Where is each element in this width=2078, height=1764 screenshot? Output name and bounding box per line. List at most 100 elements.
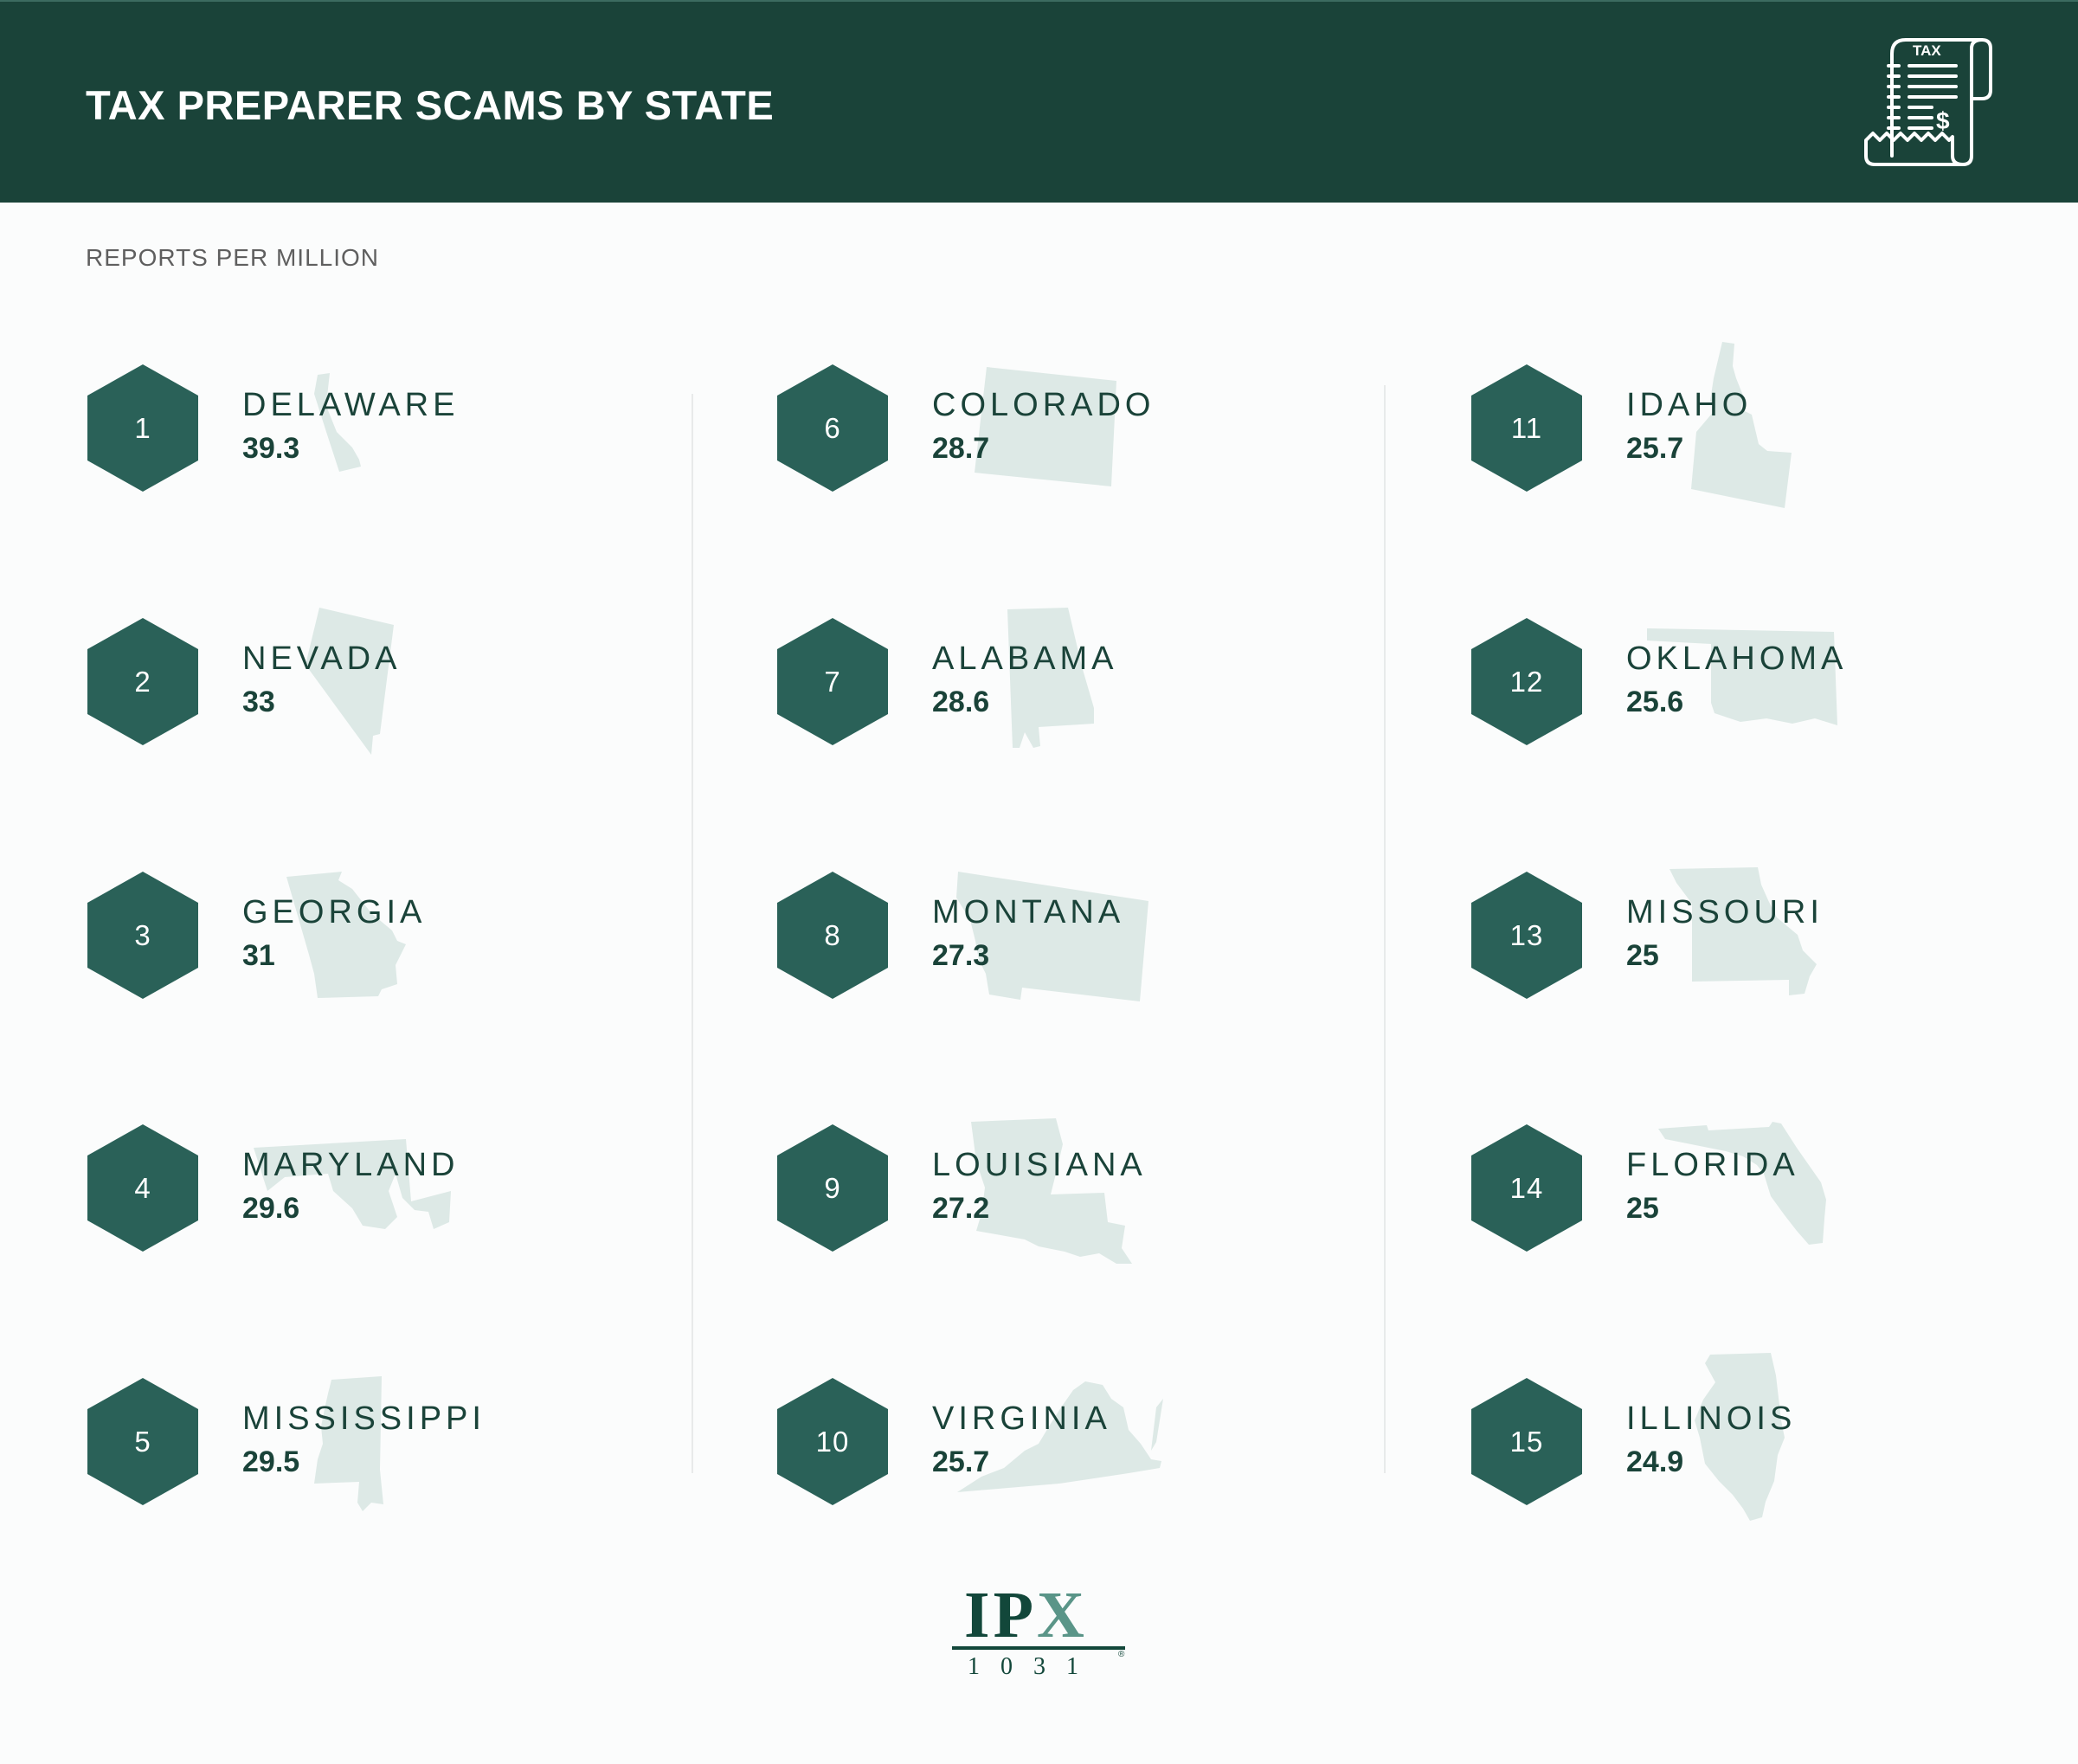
- state-value: 25: [1626, 1192, 1659, 1225]
- state-name: MISSOURI: [1626, 894, 1824, 930]
- state-name: GEORGIA: [242, 894, 427, 930]
- rank-badge: 6: [777, 364, 888, 492]
- rank-number: 8: [824, 918, 841, 951]
- state-item-georgia: 3 GEORGIA 31: [87, 872, 641, 1010]
- state-name: IDAHO: [1626, 387, 1753, 423]
- delaware-map-icon: [314, 373, 361, 472]
- rank-number: 13: [1509, 918, 1544, 951]
- state-name: VIRGINIA: [932, 1400, 1111, 1437]
- state-item-colorado: 6 COLORADO 28.7: [777, 364, 1331, 503]
- nevada-map-icon: [306, 608, 394, 755]
- idaho-map-icon: [1691, 342, 1792, 508]
- rank-number: 2: [134, 665, 151, 698]
- state-item-missouri: 13 MISSOURI 25: [1471, 867, 2025, 1010]
- rank-number: 12: [1509, 665, 1544, 698]
- oklahoma-map-icon: [1647, 628, 1837, 725]
- georgia-map-icon: [286, 872, 406, 998]
- rank-badge: 11: [1471, 364, 1582, 492]
- state-name: NEVADA: [242, 641, 402, 677]
- rank-number: 6: [824, 411, 841, 444]
- state-value: 28.7: [932, 432, 990, 465]
- state-name: DELAWARE: [242, 387, 460, 423]
- rank-badge: 7: [777, 618, 888, 745]
- rank-number: 1: [134, 411, 151, 444]
- alabama-map-icon: [1007, 608, 1094, 748]
- state-value: 28.6: [932, 686, 990, 718]
- rank-badge: 13: [1471, 872, 1582, 999]
- logo-ip: IP: [964, 1579, 1037, 1651]
- virginia-map-icon: [957, 1381, 1163, 1492]
- state-name: FLORIDA: [1626, 1147, 1799, 1183]
- state-item-delaware: 1 DELAWARE 39.3: [87, 364, 641, 503]
- rank-number: 15: [1509, 1425, 1544, 1458]
- rank-number: 10: [815, 1425, 850, 1458]
- state-name: MONTANA: [932, 894, 1125, 930]
- maryland-map-icon: [254, 1139, 451, 1229]
- rank-number: 11: [1510, 411, 1543, 444]
- dollar-icon: $: [1936, 107, 1950, 134]
- state-item-maryland: 4 MARYLAND 29.6: [87, 1124, 641, 1263]
- state-item-illinois: 15 ILLINOIS 24.9: [1471, 1353, 2025, 1521]
- state-value: 27.2: [932, 1192, 990, 1225]
- rank-number: 4: [134, 1171, 151, 1204]
- state-name: OKLAHOMA: [1626, 641, 1848, 677]
- rank-badge: 1: [87, 364, 198, 492]
- state-value: 33: [242, 686, 275, 718]
- state-item-idaho: 11 IDAHO 25.7: [1471, 342, 2025, 508]
- logo-number: 1031: [968, 1653, 1099, 1680]
- state-item-alabama: 7 ALABAMA 28.6: [777, 608, 1331, 756]
- rank-badge: 12: [1471, 618, 1582, 745]
- state-item-nevada: 2 NEVADA 33: [87, 608, 641, 756]
- rank-badge: 5: [87, 1378, 198, 1505]
- state-name: COLORADO: [932, 387, 1155, 423]
- rank-badge: 14: [1471, 1124, 1582, 1252]
- missouri-map-icon: [1669, 867, 1817, 995]
- rank-badge: 15: [1471, 1378, 1582, 1505]
- state-value: 39.3: [242, 432, 300, 465]
- louisiana-map-icon: [971, 1118, 1132, 1264]
- rank-number: 3: [134, 918, 151, 951]
- state-name: MARYLAND: [242, 1147, 460, 1183]
- rank-number: 5: [134, 1425, 151, 1458]
- state-value: 24.9: [1626, 1445, 1684, 1478]
- ipx1031-logo: IPX 1031 ®: [952, 1582, 1129, 1684]
- state-item-louisiana: 9 LOUISIANA 27.2: [777, 1118, 1331, 1264]
- chart-subtitle: REPORTS PER MILLION: [86, 244, 380, 271]
- registered-mark-icon: ®: [1118, 1650, 1125, 1659]
- colorado-map-icon: [975, 367, 1116, 486]
- state-value: 25.7: [1626, 432, 1684, 465]
- state-value: 25: [1626, 939, 1659, 972]
- state-value: 25.6: [1626, 686, 1684, 718]
- state-value: 31: [242, 939, 275, 972]
- logo-x: X: [1037, 1579, 1088, 1651]
- mississippi-map-icon: [314, 1376, 383, 1511]
- state-item-montana: 8 MONTANA 27.3: [777, 872, 1331, 1010]
- logo-wordmark: IPX: [964, 1582, 1088, 1648]
- state-item-florida: 14 FLORIDA 25: [1471, 1122, 2025, 1263]
- florida-map-icon: [1658, 1122, 1826, 1245]
- state-value: 29.6: [242, 1192, 300, 1225]
- tax-icon-label: TAX: [1913, 42, 1941, 59]
- rank-badge: 10: [777, 1378, 888, 1505]
- state-value: 27.3: [932, 939, 990, 972]
- state-item-mississippi: 5 MISSISSIPPI 29.5: [87, 1376, 641, 1516]
- column-divider: [692, 394, 693, 1473]
- state-item-oklahoma: 12 OKLAHOMA 25.6: [1471, 618, 2025, 756]
- tax-receipt-icon: TAX $: [1864, 38, 1992, 166]
- logo-rule: [952, 1646, 1125, 1650]
- rank-number: 14: [1509, 1171, 1544, 1204]
- state-item-virginia: 10 VIRGINIA 25.7: [777, 1378, 1331, 1516]
- rank-badge: 2: [87, 618, 198, 745]
- rank-badge: 4: [87, 1124, 198, 1252]
- page-title: TAX PREPARER SCAMS BY STATE: [86, 82, 775, 128]
- state-value: 25.7: [932, 1445, 990, 1478]
- state-name: MISSISSIPPI: [242, 1400, 486, 1437]
- state-value: 29.5: [242, 1445, 300, 1478]
- state-name: ALABAMA: [932, 641, 1118, 677]
- rank-badge: 9: [777, 1124, 888, 1252]
- illinois-map-icon: [1695, 1353, 1785, 1521]
- rank-number: 9: [824, 1171, 841, 1204]
- state-name: LOUISIANA: [932, 1147, 1147, 1183]
- rank-badge: 8: [777, 872, 888, 999]
- rank-badge: 3: [87, 872, 198, 999]
